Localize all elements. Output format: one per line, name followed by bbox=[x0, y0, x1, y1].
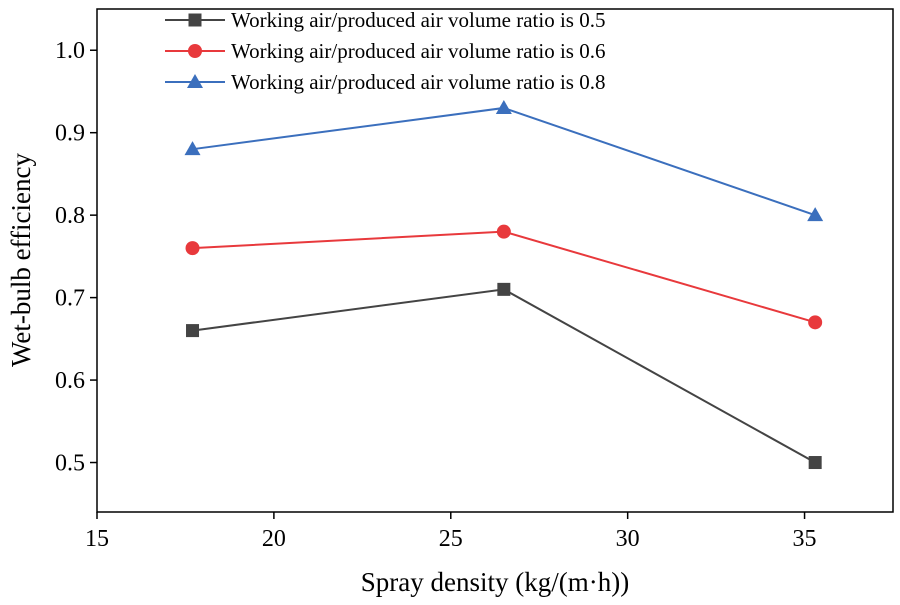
y-tick-label: 0.7 bbox=[55, 286, 85, 312]
series-2-point bbox=[185, 241, 200, 256]
series-layer bbox=[184, 99, 824, 470]
x-tick-label: 35 bbox=[793, 526, 817, 552]
series-3-point bbox=[495, 99, 512, 114]
series-2-point bbox=[808, 315, 823, 330]
y-axis-title: Wet-bulb efficiency bbox=[6, 153, 36, 367]
legend-marker-2 bbox=[188, 44, 202, 58]
series-2-point bbox=[496, 224, 511, 239]
y-axis: 0.5 0.6 0.7 0.8 0.9 1.0 bbox=[55, 38, 97, 477]
y-tick-label: 1.0 bbox=[55, 38, 85, 64]
series-3-point bbox=[184, 141, 201, 156]
legend-label-3: Working air/produced air volume ratio is… bbox=[231, 70, 605, 94]
legend-marker-3 bbox=[187, 74, 203, 88]
y-tick-label: 0.8 bbox=[55, 203, 85, 229]
series-1-point bbox=[808, 456, 822, 470]
series-2-line bbox=[192, 230, 816, 324]
y-tick-label: 0.5 bbox=[55, 451, 85, 477]
series-3-point bbox=[807, 207, 824, 222]
x-tick-label: 30 bbox=[616, 526, 640, 552]
y-tick-label: 0.6 bbox=[55, 368, 85, 394]
x-tick-label: 25 bbox=[439, 526, 463, 552]
x-tick-label: 20 bbox=[262, 526, 286, 552]
legend-label-1: Working air/produced air volume ratio is… bbox=[231, 8, 605, 32]
x-tick-label: 15 bbox=[85, 526, 109, 552]
legend: Working air/produced air volume ratio is… bbox=[165, 8, 605, 94]
legend-marker-1 bbox=[188, 13, 202, 27]
series-1-point bbox=[186, 324, 200, 338]
series-1-line bbox=[192, 288, 816, 464]
series-3-line bbox=[192, 106, 816, 217]
series-1-point bbox=[497, 282, 511, 296]
x-axis: 15 20 25 30 35 bbox=[85, 512, 817, 552]
y-tick-label: 0.9 bbox=[55, 121, 85, 147]
legend-label-2: Working air/produced air volume ratio is… bbox=[231, 39, 605, 63]
plot-frame bbox=[96, 8, 894, 513]
x-axis-title: Spray density (kg/(m·h)) bbox=[361, 567, 629, 597]
